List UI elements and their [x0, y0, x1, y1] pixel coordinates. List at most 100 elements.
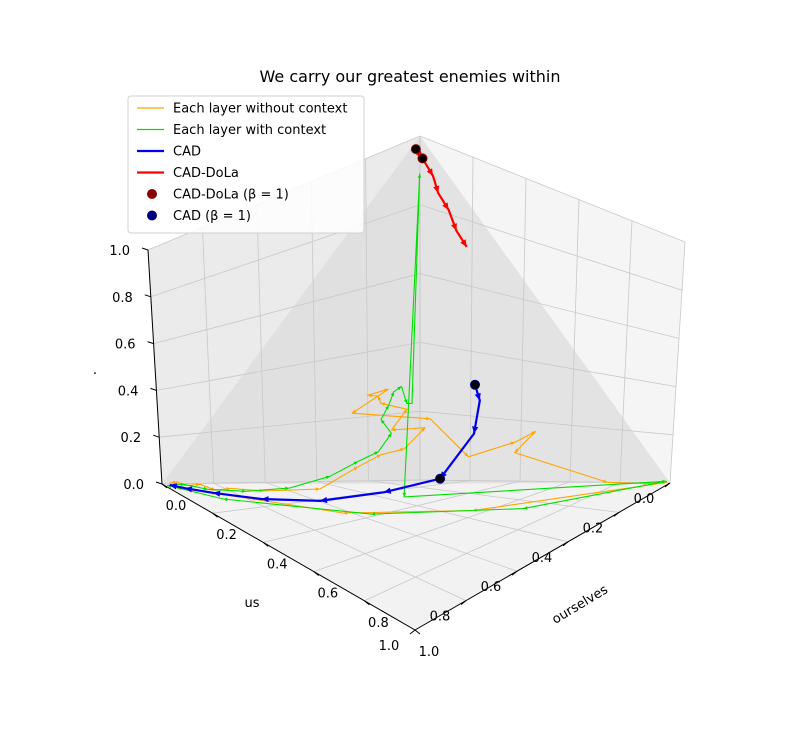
legend-label: CAD-DoLa (β = 1) [173, 188, 289, 203]
x-tick-mark [212, 512, 218, 518]
legend-marker [147, 189, 157, 199]
y-tick-mark [460, 600, 467, 605]
series-arrowhead [381, 419, 385, 424]
y-tick-mark [409, 629, 416, 635]
series-arrowhead [397, 386, 402, 391]
series-arrowhead [367, 393, 372, 398]
series-arrowhead [403, 399, 408, 404]
y-grid-line [256, 204, 518, 572]
y-axis-line [414, 482, 671, 631]
x-grid-line [263, 178, 527, 543]
y-tick-mark [613, 512, 620, 517]
series-arrowhead [352, 409, 357, 414]
z-tick-mark [150, 387, 157, 391]
series-arrowhead [390, 391, 395, 397]
y-grid-line [310, 181, 569, 543]
z-tick-mark [144, 294, 151, 298]
legend-marker [147, 210, 157, 221]
series-arrowhead [387, 433, 392, 438]
legend-box [127, 95, 365, 234]
series-arrowhead [460, 239, 467, 247]
series-arrowhead [662, 479, 667, 484]
series-arrowhead [169, 483, 178, 490]
series-arrowhead [433, 185, 440, 194]
series-arrowhead [185, 486, 193, 493]
series-arrowhead [384, 388, 389, 392]
series-arrowhead [343, 511, 347, 515]
z-tick-mark [155, 481, 163, 485]
z-grid-line [161, 479, 671, 485]
series-arrowhead [285, 486, 290, 491]
series-arrowhead [451, 223, 457, 231]
simplex-plane [162, 136, 670, 484]
axis-lines [147, 249, 671, 631]
series-arrowhead [523, 506, 528, 510]
series-arrowhead [531, 431, 536, 435]
series-line [169, 384, 481, 502]
z-tick-label: 0.2 [121, 431, 142, 446]
x-tick-mark [262, 542, 269, 547]
z-tick-label: 0.6 [115, 338, 136, 353]
z-axis-label: . [93, 363, 97, 378]
x-tick-mark [313, 571, 320, 576]
series-arrowhead [320, 496, 328, 504]
y-tick-mark [511, 570, 518, 576]
series-arrowhead [380, 402, 386, 406]
x-tick-label: 0.6 [317, 587, 338, 602]
z-tick-label: 0.0 [123, 478, 144, 493]
x-axis-label: ourselves [550, 582, 611, 627]
series-arrowhead [474, 392, 481, 401]
legend-label: Each layer without context [173, 102, 347, 117]
z-tick-label: 0.4 [118, 384, 139, 399]
series-arrowhead [203, 486, 208, 491]
series-arrowhead [385, 405, 389, 410]
y-tick-label: 0.6 [481, 580, 502, 595]
z-axis-line [147, 249, 163, 485]
x-tick-label: 0.0 [166, 499, 187, 514]
y-grid-line [202, 227, 467, 601]
y-tick-label: 0.4 [532, 551, 553, 566]
legend-label: CAD-DoLa [173, 166, 239, 181]
y-tick-label: 1.0 [379, 639, 400, 654]
z-tick-label: 0.8 [112, 291, 133, 306]
y-tick-mark [664, 482, 671, 488]
series-arrowhead [325, 475, 330, 480]
series-arrowhead [400, 448, 405, 452]
y-axis-label: us [244, 596, 259, 611]
series-arrowhead [383, 487, 392, 494]
z-tick-mark [141, 247, 149, 251]
z-tick-mark [147, 341, 154, 345]
series-arrowhead [374, 451, 379, 455]
floor-pane [162, 480, 670, 630]
series-arrowhead [514, 448, 519, 453]
legend-label: CAD [173, 145, 201, 160]
series-arrowhead [377, 396, 382, 401]
z-tick-mark [153, 434, 160, 438]
beta-marker [417, 153, 428, 164]
series-arrowhead [391, 427, 396, 432]
z-grid-line [153, 273, 680, 344]
y-tick-label: 0.2 [583, 521, 604, 536]
x-grid-line [212, 157, 474, 514]
series-arrowhead [472, 426, 479, 434]
series-arrowhead [464, 452, 469, 457]
series-arrowhead [241, 489, 246, 493]
series-arrowhead [603, 479, 608, 483]
axes-panes [148, 136, 685, 630]
series-arrowhead [353, 461, 358, 465]
series-arrowhead [417, 173, 422, 178]
series-arrowhead [172, 480, 178, 485]
series-arrowhead [403, 409, 407, 414]
y-tick-label: 0.8 [430, 610, 451, 625]
series-arrowhead [421, 427, 426, 432]
y-tick-label: 0.0 [634, 492, 655, 507]
series-arrowhead [510, 441, 515, 446]
x-axis-line [161, 483, 416, 631]
beta-marker [470, 379, 480, 390]
x-tick-label: 0.2 [216, 528, 237, 543]
series-arrowhead [376, 454, 382, 459]
legend-label: Each layer with context [173, 123, 326, 138]
y-tick-mark [562, 541, 569, 547]
